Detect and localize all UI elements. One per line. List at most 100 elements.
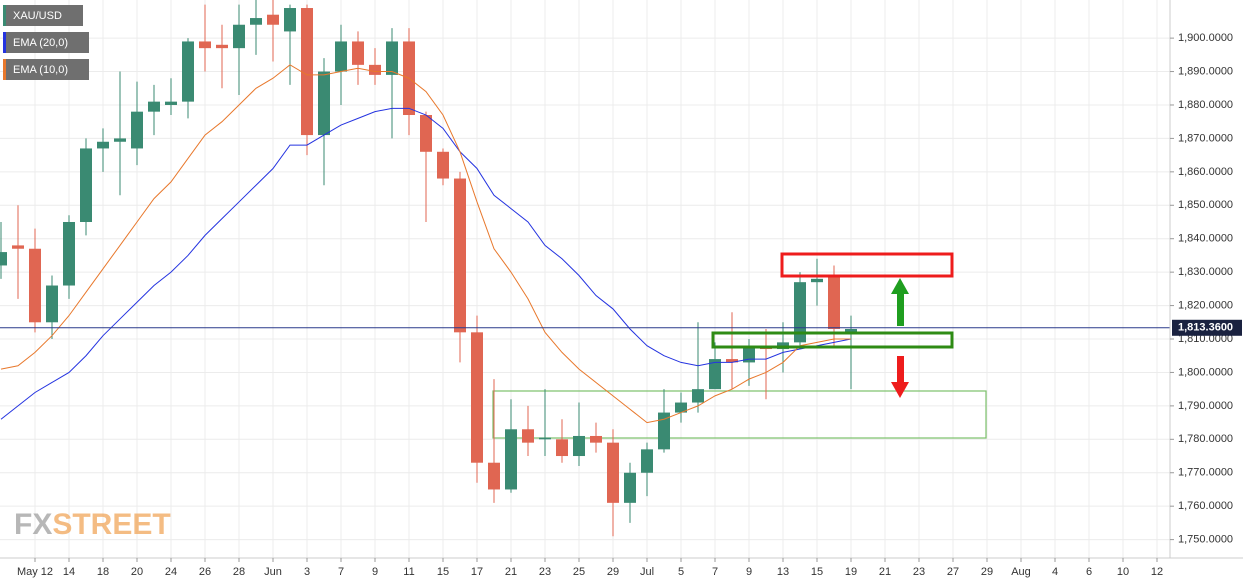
x-tick-label: 28 [233,566,245,578]
candle-body [471,332,483,463]
candle-body [318,71,330,136]
candle-body [420,115,432,152]
x-tick-label: 5 [678,566,684,578]
x-tick-label: 27 [947,566,959,578]
candle-body [692,389,704,403]
candle-body [267,14,279,25]
candle-body [675,402,687,413]
candle-body [165,101,177,105]
x-tick-label: 15 [811,566,823,578]
x-tick-label: 7 [338,566,344,578]
candle-body [454,178,466,333]
plot [0,0,1170,537]
y-tick-label: 1,840.0000 [1178,233,1233,245]
x-tick-label: 9 [372,566,378,578]
x-tick-label: 25 [573,566,585,578]
y-tick-label: 1,870.0000 [1178,132,1233,144]
y-tick-label: 1,800.0000 [1178,366,1233,378]
y-tick-label: 1,820.0000 [1178,299,1233,311]
y-tick-label: 1,750.0000 [1178,534,1233,546]
candle-body [114,138,126,142]
candle-body [369,64,381,75]
y-tick-label: 1,900.0000 [1178,32,1233,44]
watermark-fx: FX [14,508,52,541]
y-tick-label: 1,830.0000 [1178,266,1233,278]
candle-body [590,435,602,443]
x-tick-label: 10 [1117,566,1129,578]
candle-body [29,248,41,323]
resistance-box [780,252,954,278]
x-tick-label: 29 [981,566,993,578]
candle-body [607,442,619,503]
candle-body [505,429,517,490]
candle-body [539,437,551,440]
y-tick-label: 1,890.0000 [1178,65,1233,77]
legend-swatch [3,32,6,53]
x-tick-label: 9 [746,566,752,578]
candle-body [0,252,7,266]
x-tick-label: Jul [640,566,654,578]
x-tick-label: 15 [437,566,449,578]
candle-body [573,435,585,457]
candle-body [352,41,364,65]
candle-body [658,412,670,450]
x-tick-label: 24 [165,566,177,578]
x-tick-label: 7 [712,566,718,578]
candle-body [556,439,568,457]
candle-body [233,24,245,49]
x-tick-label: 23 [913,566,925,578]
x-tick-label: 18 [97,566,109,578]
x-tick-label: 3 [304,566,310,578]
x-tick-label: 29 [607,566,619,578]
down-arrow [891,356,909,398]
x-tick-label: 4 [1052,566,1058,578]
ema-line [0,64,851,424]
last-price-box [1172,319,1242,336]
legend-swatch [3,5,6,26]
candle-body [12,245,24,249]
candle-body [284,8,296,32]
up-arrow [891,278,909,326]
candle-body [216,44,228,49]
candle-body [828,275,840,329]
x-tick-label: May 12 [17,566,53,578]
axis-labels: 1,750.0000 1,760.0000 1,770.0000 1,780.0000… [17,32,1242,578]
x-tick-label: Aug [1011,566,1031,578]
legend-box [3,32,89,53]
candle-body [63,221,75,286]
x-tick-label: 17 [471,566,483,578]
x-tick-label: 13 [777,566,789,578]
support-zone [492,390,987,439]
legend-swatch [3,59,6,80]
candle-body [522,429,534,443]
x-tick-label: 23 [539,566,551,578]
candle-body [80,148,92,222]
candle-body [437,151,449,179]
candle-body [726,359,738,363]
x-tick-label: Jun [264,566,282,578]
candle-body [641,449,653,473]
x-tick-label: 19 [845,566,857,578]
candle-body [811,278,823,283]
candle-body [46,285,58,323]
x-tick-label: 26 [199,566,211,578]
candle-body [624,472,636,503]
legend: XAU/USD EMA (20,0) EMA (10,0) [3,5,89,80]
y-tick-label: 1,760.0000 [1178,500,1233,512]
legend-box [3,5,83,26]
legend-entry: EMA (10,0) [13,64,68,76]
candle-body [250,18,262,25]
candle-body [199,41,211,49]
legend-entry: EMA (20,0) [13,37,68,49]
candle-body [131,111,143,149]
x-tick-label: 21 [505,566,517,578]
y-tick-label: 1,770.0000 [1178,467,1233,479]
grid [0,0,1170,558]
y-tick-label: 1,880.0000 [1178,99,1233,111]
y-tick-label: 1,810.0000 [1178,333,1233,345]
candle-body [301,8,313,136]
y-tick-label: 1,790.0000 [1178,400,1233,412]
y-tick-label: 1,850.0000 [1178,199,1233,211]
x-tick-label: 12 [1151,566,1163,578]
